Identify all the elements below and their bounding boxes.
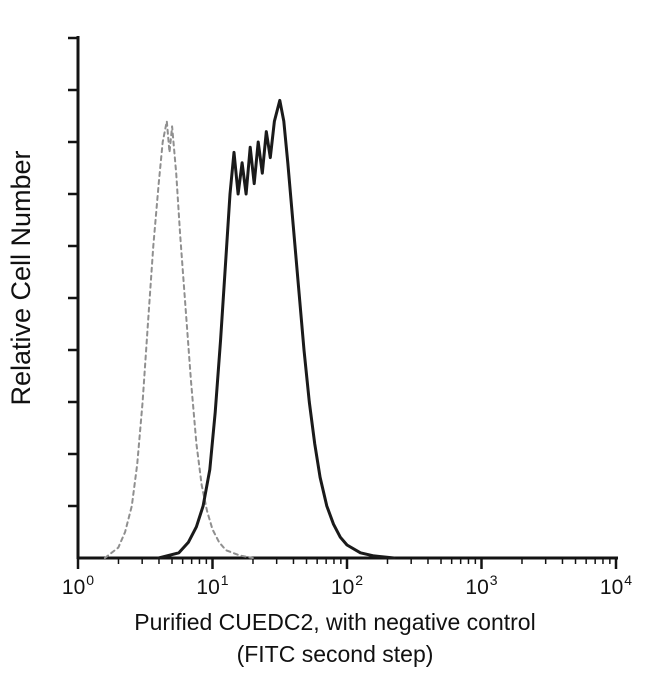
series-solid-curve	[157, 98, 396, 560]
series-curves	[103, 98, 396, 560]
x-tick-label: 103	[465, 572, 497, 599]
y-axis-label: Relative Cell Number	[6, 150, 36, 405]
x-tick-label: 100	[62, 572, 94, 599]
x-tick-label: 102	[331, 572, 363, 599]
x-tick-label: 104	[600, 572, 632, 599]
x-axis-label-line1: Purified CUEDC2, with negative control	[134, 609, 535, 635]
axes	[76, 36, 618, 560]
x-tick-labels: 100 101 102 103 104	[62, 572, 632, 599]
x-tick-label: 101	[196, 572, 228, 599]
x-axis-label-line2: (FITC second step)	[237, 641, 434, 667]
series-dashed-curve	[103, 120, 254, 559]
